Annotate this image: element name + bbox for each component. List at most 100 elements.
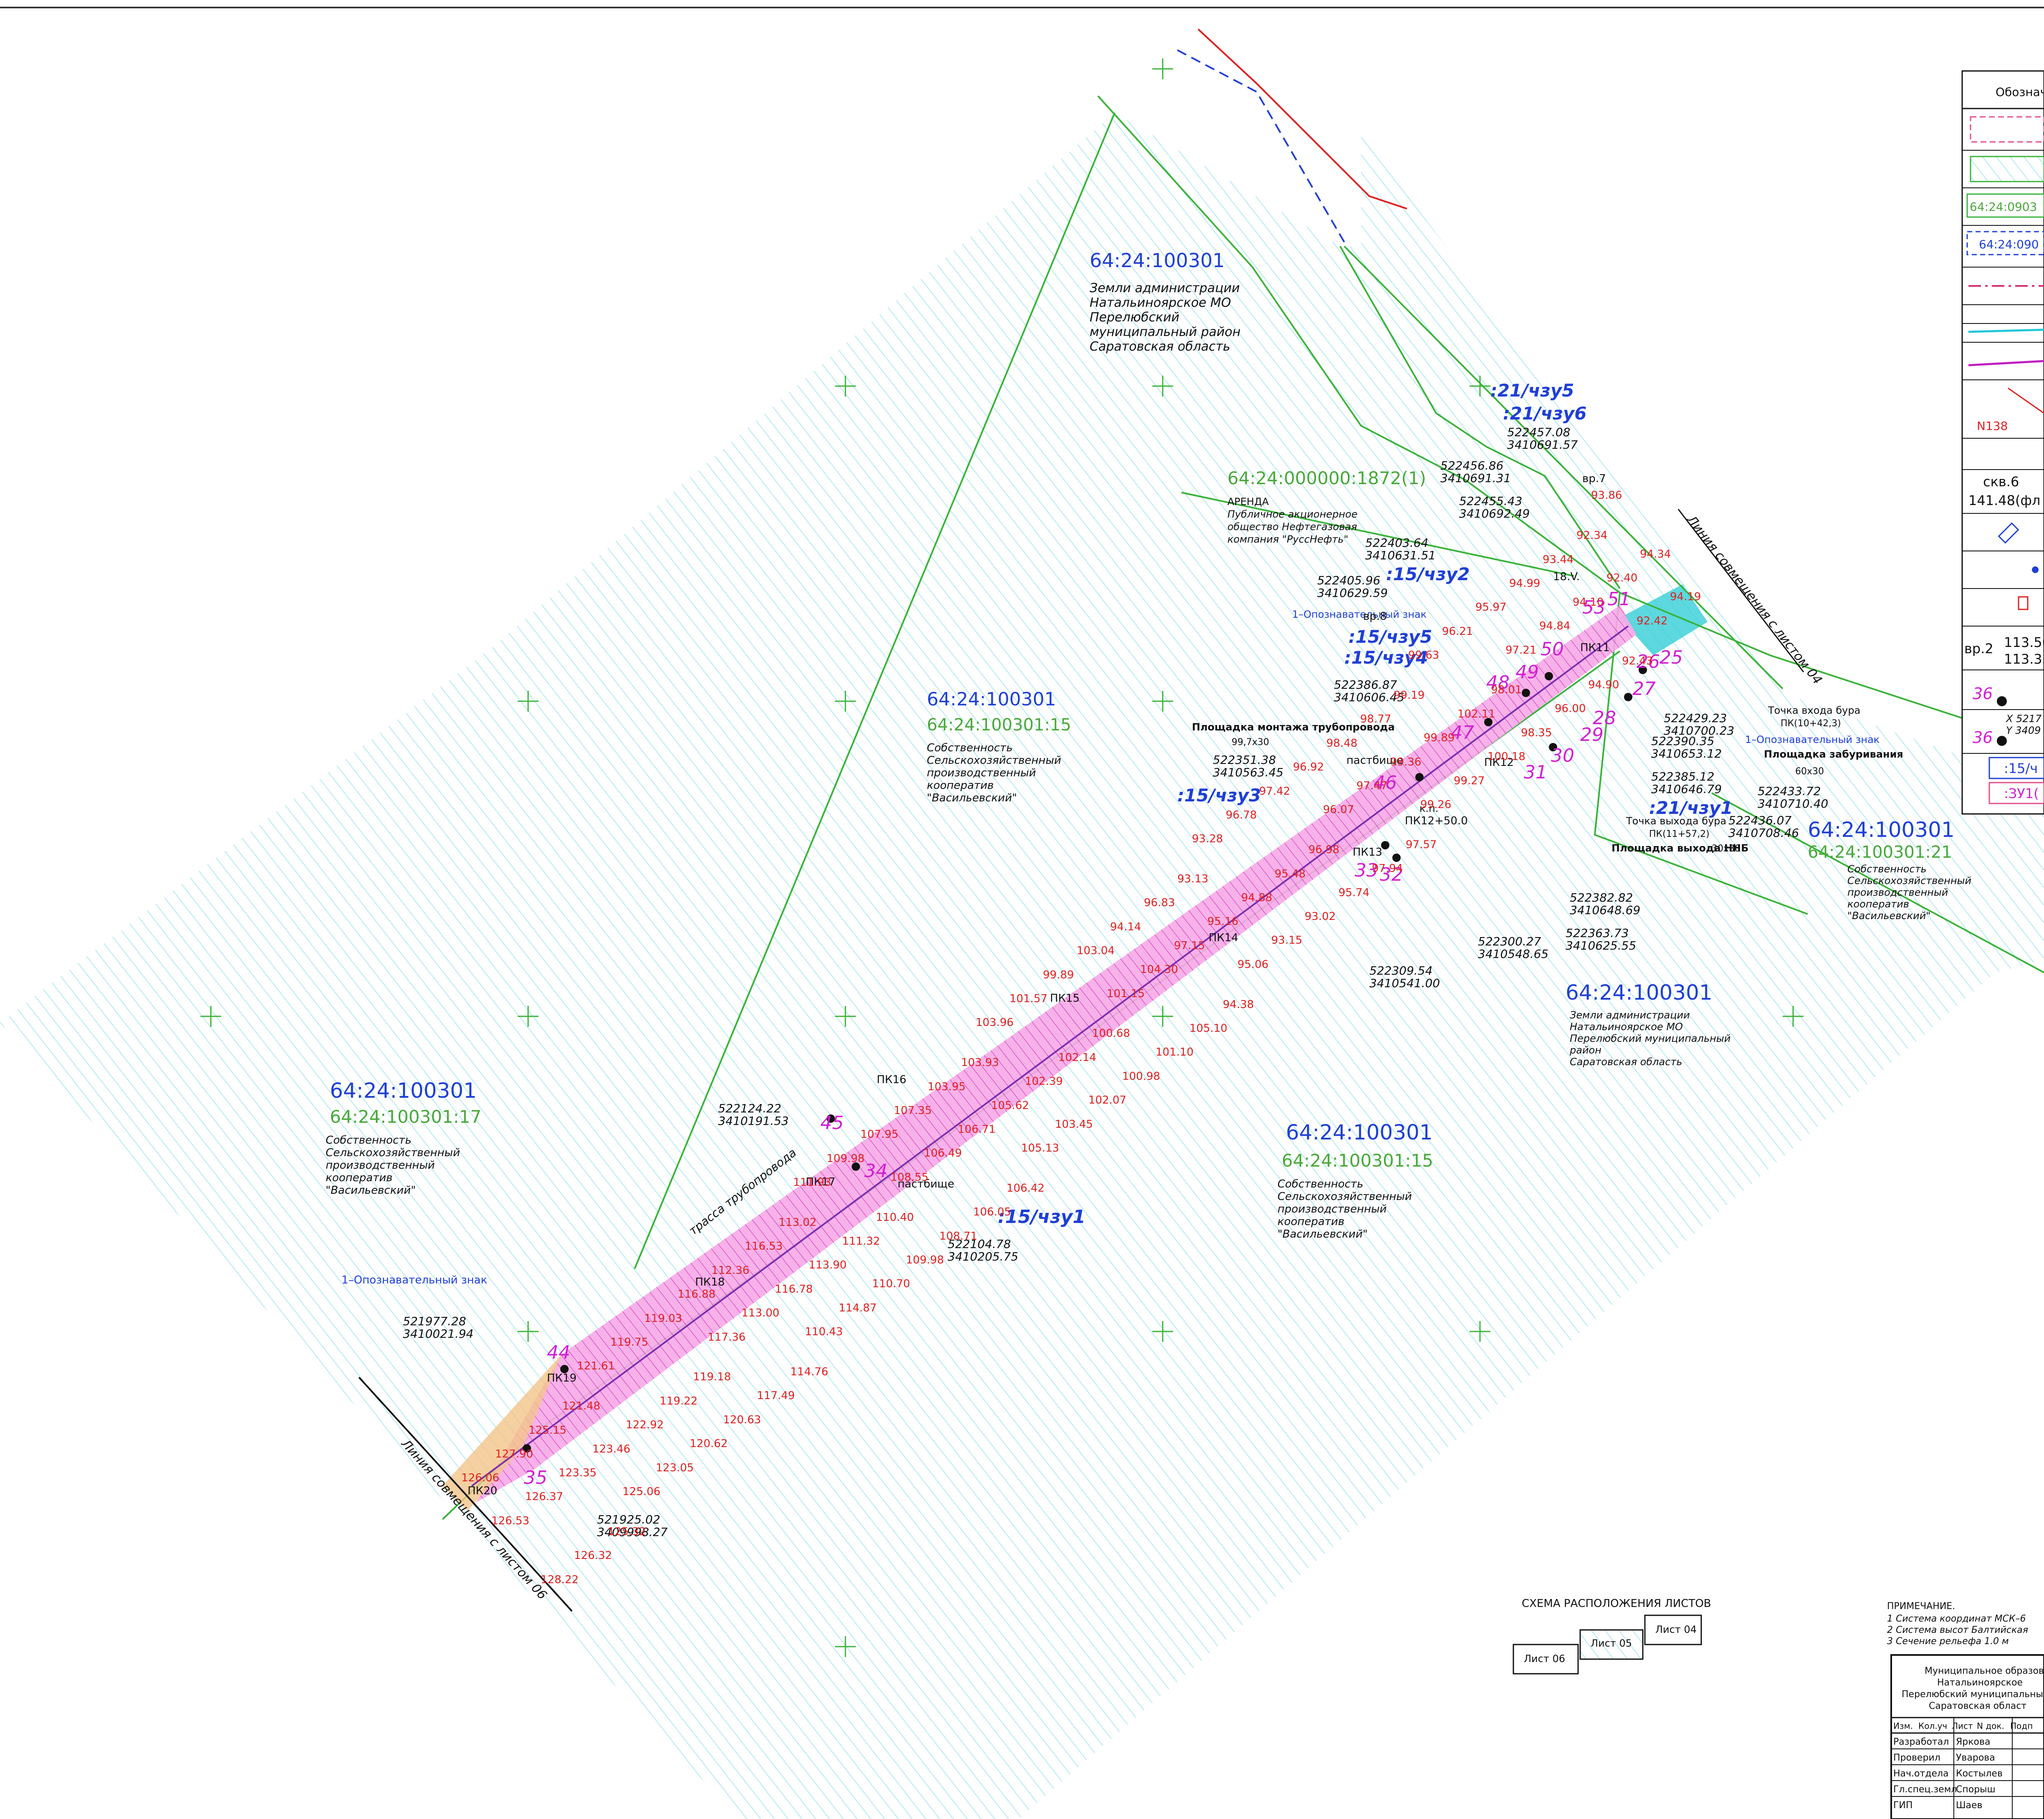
elevation-mark: 122.92 <box>626 1419 664 1431</box>
elevation-mark: 105.62 <box>991 1099 1029 1112</box>
pasture-label: пастбище <box>898 1178 954 1190</box>
legend-item: :ЗУ1( <box>2004 786 2039 801</box>
elevation-mark: 101.15 <box>1107 988 1145 1000</box>
elevation-mark: 99.63 <box>1408 649 1439 662</box>
elevation-mark: 102.07 <box>1088 1094 1126 1107</box>
picket: ПК16 <box>877 1074 906 1086</box>
legend-swatch-parcel <box>1966 193 2044 218</box>
elevation-mark: 93.86 <box>1591 489 1622 502</box>
stamp-col: Подп <box>2010 1721 2033 1731</box>
coord-x: 522433.72 <box>1758 784 1821 798</box>
notes-line: 3 Сечение рельефа 1.0 м <box>1887 1636 2009 1647</box>
coord-y: 3410205.75 <box>948 1250 1018 1263</box>
legend-item: 64:24:090 <box>1979 237 2039 251</box>
survey-point-35[interactable] <box>523 1444 531 1453</box>
elevation-mark: 114.87 <box>839 1302 877 1314</box>
notes-block: ПРИМЕЧАНИЕ. 1 Система координат МСК–6 2 … <box>1887 1601 2028 1647</box>
parcel-sub: 64:24:100301:15 <box>1282 1150 1433 1171</box>
elevation-mark: 119.75 <box>610 1336 648 1349</box>
parcel-desc: Собственность <box>927 742 1013 754</box>
legend-table: Обознач 64:24:0903 64:24:090 N138 скв.6 … <box>1961 70 2044 815</box>
survey-point-markers <box>523 666 1647 1453</box>
red-boundary-line <box>1197 28 1407 210</box>
survey-point-47[interactable] <box>1484 718 1493 726</box>
zone-label: :15/чзу5 <box>1348 627 1432 647</box>
coord-x: 522300.27 <box>1478 935 1541 948</box>
elevation-mark: 125.06 <box>622 1486 660 1498</box>
point-number: 35 <box>524 1467 547 1488</box>
survey-point-32[interactable] <box>1392 854 1401 862</box>
mount-site-label: Площадка монтажа трубопровода <box>1192 721 1395 733</box>
survey-point-26[interactable] <box>1639 666 1647 674</box>
survey-point-30[interactable] <box>1549 743 1557 751</box>
coord-x: 522124.22 <box>718 1102 781 1115</box>
coord-x: 522455.43 <box>1459 494 1522 508</box>
id-sign-label: 1–Опознавательный знак <box>1292 609 1427 620</box>
survey-point-45[interactable] <box>827 1114 835 1123</box>
coordinate-labels: 521977.28 3410021.94 521925.02 3409998.2… <box>403 425 1828 1539</box>
parcel-label-spk-21: 64:24:100301 64:24:100301:21 Собственнос… <box>1808 818 1971 922</box>
coord-x: 522351.38 <box>1213 753 1276 767</box>
elevation-mark: 92.43 <box>1622 655 1653 667</box>
coord-y: 3410708.46 <box>1728 826 1799 840</box>
stamp-org: Муниципальное образова <box>1925 1666 2044 1676</box>
parcel-desc: муниципальный район <box>1090 325 1241 339</box>
elevation-mark: 112.36 <box>711 1264 749 1277</box>
legend-line-magenta <box>1968 360 2044 366</box>
coord-x: 521925.02 <box>597 1513 660 1526</box>
legend-item: 113.50 <box>2004 634 2044 650</box>
coord-y: 3410700.23 <box>1664 724 1734 738</box>
elevation-mark: 106.71 <box>958 1123 996 1136</box>
elevation-mark: 94.34 <box>1640 548 1671 561</box>
picket: ПК12 <box>1484 756 1514 769</box>
elevation-mark: 111.93 <box>793 1176 831 1189</box>
id-sign-label: 1–Опознавательный знак <box>342 1274 487 1286</box>
coord-x: 522390.35 <box>1651 734 1714 748</box>
elevation-mark: 95.97 <box>1475 601 1506 614</box>
coord-y: 3409998.27 <box>597 1525 668 1539</box>
elevation-mark: 107.95 <box>860 1128 898 1141</box>
survey-point-48[interactable] <box>1522 689 1530 697</box>
elevation-mark: 96.98 <box>1308 844 1339 856</box>
parcel-desc: АРЕНДА <box>1227 496 1269 508</box>
coord-x: 522456.86 <box>1440 459 1503 472</box>
legend-line-red <box>2008 387 2044 414</box>
parcel-desc: "Васильевский" <box>927 792 1017 804</box>
point-number: 29 <box>1580 724 1604 745</box>
corridor-start-zone <box>443 1354 562 1511</box>
parcel-desc: Собственность <box>1278 1178 1364 1190</box>
notes-line: 2 Система высот Балтийская <box>1887 1625 2028 1635</box>
stamp-name: Уварова <box>1956 1753 1995 1763</box>
survey-point-49[interactable] <box>1545 672 1553 680</box>
survey-point-34[interactable] <box>852 1162 860 1171</box>
elevation-mark: 123.35 <box>559 1467 597 1479</box>
drill-site-size: 60х30 <box>1795 766 1824 777</box>
elevation-mark: 119.18 <box>693 1371 731 1383</box>
point-number: 50 <box>1541 639 1564 660</box>
mount-site-size: 99,7х30 <box>1232 737 1269 748</box>
elevation-mark: 108.55 <box>890 1171 928 1184</box>
parcel-desc: кооператив <box>1278 1215 1344 1228</box>
parcel-desc: Саратовская область <box>1090 339 1230 354</box>
legend-item: X 5217 <box>2005 713 2042 725</box>
match-line-06 <box>358 1377 573 1612</box>
scheme-sheet-06 <box>1513 1644 1579 1675</box>
parcel-desc: производственный <box>1847 887 1948 898</box>
elevation-mark: 99.89 <box>1043 969 1074 981</box>
survey-point-33[interactable] <box>1381 841 1389 849</box>
survey-point-44[interactable] <box>560 1365 569 1373</box>
parcel-desc: "Васильевский" <box>1847 910 1930 922</box>
survey-point-46[interactable] <box>1415 773 1424 781</box>
survey-point-27[interactable] <box>1624 693 1632 701</box>
elevation-mark: 120.62 <box>690 1438 728 1450</box>
parcel-desc: Сельскохозяйственный <box>1278 1190 1412 1203</box>
elevation-mark: 108.71 <box>939 1230 977 1243</box>
parcel-label-spk-17: 64:24:100301 64:24:100301:17 Собственнос… <box>326 1079 481 1197</box>
point-number: 26 <box>1637 651 1660 672</box>
parcel-desc: Перелюбский муниципальный <box>1570 1033 1730 1044</box>
point-number: 32 <box>1380 864 1403 885</box>
coord-y: 3410646.79 <box>1651 782 1722 796</box>
kp-label: к.п. <box>1419 803 1438 814</box>
exit-site-label: Площадка выхода ННБ <box>1611 842 1748 854</box>
